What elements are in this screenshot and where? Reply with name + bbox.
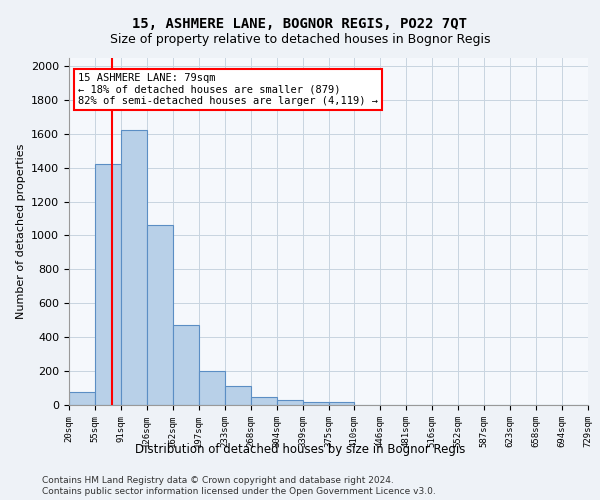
- Text: 15 ASHMERE LANE: 79sqm
← 18% of detached houses are smaller (879)
82% of semi-de: 15 ASHMERE LANE: 79sqm ← 18% of detached…: [78, 73, 378, 106]
- Bar: [329, 402, 355, 405]
- Bar: [69, 392, 95, 405]
- Bar: [225, 386, 251, 405]
- Bar: [95, 164, 121, 405]
- Bar: [121, 130, 147, 405]
- Text: Size of property relative to detached houses in Bognor Regis: Size of property relative to detached ho…: [110, 32, 490, 46]
- Text: Contains public sector information licensed under the Open Government Licence v3: Contains public sector information licen…: [42, 487, 436, 496]
- Bar: [199, 371, 224, 405]
- Bar: [147, 226, 173, 405]
- Text: Contains HM Land Registry data © Crown copyright and database right 2024.: Contains HM Land Registry data © Crown c…: [42, 476, 394, 485]
- Bar: [173, 326, 199, 405]
- Bar: [302, 402, 329, 405]
- Bar: [251, 396, 277, 405]
- Text: Distribution of detached houses by size in Bognor Regis: Distribution of detached houses by size …: [135, 442, 465, 456]
- Y-axis label: Number of detached properties: Number of detached properties: [16, 144, 26, 319]
- Text: 15, ASHMERE LANE, BOGNOR REGIS, PO22 7QT: 15, ASHMERE LANE, BOGNOR REGIS, PO22 7QT: [133, 18, 467, 32]
- Bar: [277, 400, 302, 405]
